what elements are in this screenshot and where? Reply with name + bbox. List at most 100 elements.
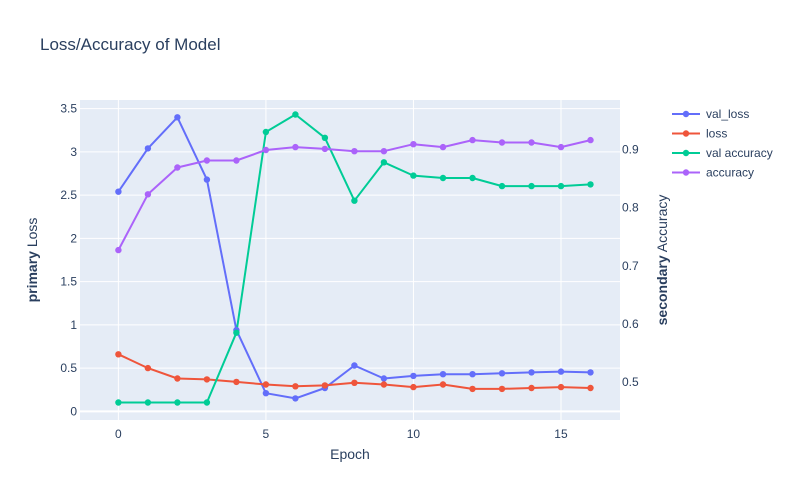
data-point-accuracy[interactable] — [174, 164, 181, 171]
data-point-loss[interactable] — [144, 364, 152, 372]
data-point-loss[interactable] — [528, 384, 535, 392]
data-point-val-accuracy[interactable] — [262, 128, 270, 136]
data-point-loss[interactable] — [321, 382, 329, 389]
primary-y-tick-label: 1 — [70, 318, 77, 332]
x-tick-label: 15 — [554, 427, 568, 441]
secondary-y-tick-label: 0.6 — [622, 317, 639, 331]
data-point-val-loss[interactable] — [144, 145, 152, 152]
data-point-accuracy[interactable] — [498, 139, 506, 146]
data-point-accuracy[interactable] — [439, 143, 447, 151]
legend-item-loss[interactable]: loss — [672, 127, 727, 141]
data-point-val-accuracy[interactable] — [380, 159, 388, 166]
primary-y-axis-title-bold: primary — [24, 251, 40, 303]
grid-lines — [80, 100, 620, 420]
data-point-loss[interactable] — [498, 385, 506, 393]
data-point-val-loss[interactable] — [498, 370, 506, 377]
secondary-y-tick-label: 0.8 — [622, 201, 639, 215]
chart-title: Loss/Accuracy of Model — [40, 35, 220, 54]
data-point-loss[interactable] — [410, 383, 417, 391]
legend-item-val-accuracy[interactable]: val accuracy — [672, 146, 773, 160]
legend-label: accuracy — [706, 166, 754, 180]
primary-y-tick-label: 2.5 — [60, 188, 77, 202]
data-point-loss[interactable] — [557, 383, 565, 391]
tick-labels: 0 5 10 15 0 0.5 1 1.5 2 2.5 3 3.5 0.5 0.6 0.7 0.8 0.9 — [60, 102, 639, 441]
data-point-val-loss[interactable] — [292, 395, 299, 402]
data-point-val-loss[interactable] — [203, 176, 211, 183]
data-point-val-loss[interactable] — [557, 368, 565, 375]
data-point-accuracy[interactable] — [203, 157, 211, 164]
x-tick-label: 10 — [407, 427, 421, 441]
data-point-val-accuracy[interactable] — [321, 134, 329, 141]
data-point-val-accuracy[interactable] — [174, 399, 181, 406]
primary-y-tick-label: 1.5 — [60, 275, 77, 289]
data-point-val-accuracy[interactable] — [203, 399, 211, 406]
primary-y-axis-title: primary Loss — [24, 218, 40, 303]
data-point-accuracy[interactable] — [557, 143, 565, 151]
data-point-loss[interactable] — [292, 383, 299, 390]
data-point-val-loss[interactable] — [587, 369, 594, 376]
data-point-val-accuracy[interactable] — [351, 197, 358, 204]
secondary-y-tick-label: 0.5 — [622, 375, 639, 389]
data-point-accuracy[interactable] — [144, 191, 152, 198]
x-axis-title: Epoch — [330, 446, 370, 462]
secondary-y-tick-label: 0.9 — [622, 142, 639, 156]
data-point-loss[interactable] — [174, 375, 181, 382]
data-point-val-loss[interactable] — [115, 188, 122, 195]
data-point-val-accuracy[interactable] — [498, 182, 506, 190]
secondary-y-tick-label: 0.7 — [622, 259, 639, 273]
legend-label: val accuracy — [706, 146, 773, 160]
secondary-y-axis-title-rest: Accuracy — [654, 195, 670, 256]
data-point-loss[interactable] — [203, 376, 211, 383]
data-point-val-accuracy[interactable] — [292, 111, 299, 118]
data-point-val-loss[interactable] — [174, 114, 181, 121]
series-points — [115, 111, 594, 406]
data-point-accuracy[interactable] — [233, 157, 240, 164]
data-point-accuracy[interactable] — [380, 148, 388, 155]
data-point-val-loss[interactable] — [410, 372, 417, 380]
data-point-accuracy[interactable] — [351, 148, 358, 155]
data-point-loss[interactable] — [233, 378, 240, 386]
data-point-val-accuracy[interactable] — [233, 329, 240, 336]
data-point-loss[interactable] — [115, 351, 122, 358]
primary-y-tick-label: 0 — [70, 404, 77, 418]
data-point-val-loss[interactable] — [380, 375, 388, 382]
data-point-accuracy[interactable] — [528, 139, 535, 146]
data-point-val-loss[interactable] — [469, 371, 476, 378]
data-point-val-loss[interactable] — [351, 362, 358, 369]
data-point-accuracy[interactable] — [262, 146, 270, 154]
data-point-accuracy[interactable] — [115, 246, 122, 254]
data-point-loss[interactable] — [262, 381, 270, 388]
primary-y-tick-label: 2 — [70, 231, 77, 245]
data-point-val-accuracy[interactable] — [410, 172, 417, 179]
data-point-loss[interactable] — [469, 385, 476, 393]
data-point-accuracy[interactable] — [469, 136, 476, 144]
data-point-val-accuracy[interactable] — [144, 399, 152, 406]
data-point-loss[interactable] — [439, 381, 447, 388]
data-point-val-accuracy[interactable] — [587, 181, 594, 188]
legend-item-accuracy[interactable]: accuracy — [672, 166, 754, 180]
data-point-val-accuracy[interactable] — [469, 174, 476, 182]
data-point-accuracy[interactable] — [410, 141, 417, 148]
data-point-accuracy[interactable] — [321, 145, 329, 153]
legend-item-val-loss[interactable]: val_loss — [672, 107, 749, 121]
data-point-val-accuracy[interactable] — [528, 182, 535, 190]
data-point-accuracy[interactable] — [292, 143, 299, 151]
primary-y-axis-title-rest: Loss — [24, 218, 40, 251]
legend-swatch-marker — [682, 110, 690, 118]
legend-swatch-marker — [682, 130, 690, 137]
data-point-loss[interactable] — [587, 384, 594, 392]
data-point-val-accuracy[interactable] — [115, 399, 122, 406]
data-point-loss[interactable] — [380, 381, 388, 388]
data-point-val-accuracy[interactable] — [439, 174, 447, 182]
legend-label: loss — [706, 127, 727, 141]
data-point-accuracy[interactable] — [587, 136, 594, 144]
x-tick-label: 0 — [115, 427, 122, 441]
primary-y-tick-label: 3.5 — [60, 102, 77, 116]
data-point-val-accuracy[interactable] — [557, 182, 565, 190]
data-point-loss[interactable] — [351, 379, 358, 386]
data-point-val-loss[interactable] — [528, 369, 535, 376]
data-point-val-loss[interactable] — [439, 371, 447, 378]
data-point-val-loss[interactable] — [262, 390, 270, 397]
